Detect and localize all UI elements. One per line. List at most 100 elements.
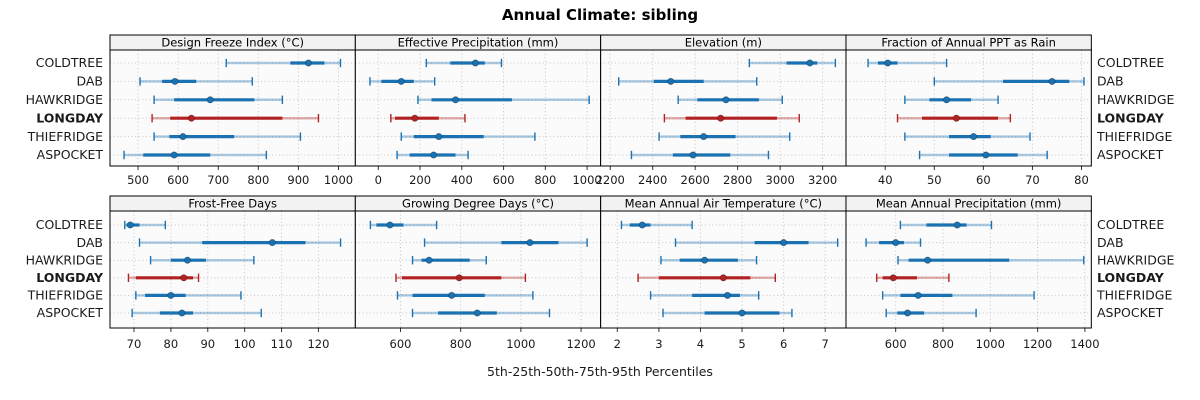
site-label-right-aspocket: ASPOCKET xyxy=(1097,305,1164,320)
site-label-left-coldtree: COLDTREE xyxy=(36,55,103,70)
panel-header-label: Mean Annual Air Temperature (°C) xyxy=(625,197,822,211)
series-aspocket xyxy=(131,308,262,318)
series-dab xyxy=(138,238,342,247)
tick-label: 0 xyxy=(375,173,382,187)
site-label-left-coldtree: COLDTREE xyxy=(36,217,103,232)
median-dot xyxy=(952,114,960,122)
panel-header-label: Fraction of Annual PPT as Rain xyxy=(881,36,1055,50)
median-dot xyxy=(780,239,788,247)
median-dot xyxy=(386,221,394,229)
tick-label: 800 xyxy=(450,337,472,351)
site-label-right-coldtree: COLDTREE xyxy=(1097,217,1164,232)
panel-effective-precipitation-mm: 0 200 400 600 800 1000 Effective Precipitation… xyxy=(354,34,602,187)
site-label-left-thiefridge: THIEFRIDGE xyxy=(27,288,103,303)
tick-label: 1000 xyxy=(506,337,535,351)
series-longday xyxy=(637,273,777,282)
series-coldtree xyxy=(748,58,837,68)
median-dot xyxy=(806,59,814,67)
tick-label: 80 xyxy=(164,337,179,351)
panel-header xyxy=(845,195,1092,212)
series-dab xyxy=(423,238,588,247)
site-label-right-thiefridge: THIEFRIDGE xyxy=(1096,288,1172,303)
series-aspocket xyxy=(630,150,770,160)
tick-label: 120 xyxy=(307,337,329,351)
site-label-right-coldtree: COLDTREE xyxy=(1097,55,1164,70)
median-dot xyxy=(206,96,214,104)
site-label-right-dab: DAB xyxy=(1097,74,1124,89)
median-dot xyxy=(943,96,951,104)
median-dot xyxy=(723,291,732,299)
site-label-right-thiefridge: THIEFRIDGE xyxy=(1096,129,1172,144)
tick-label: 70 xyxy=(127,337,142,351)
series-aspocket xyxy=(396,150,469,160)
site-label-right-aspocket: ASPOCKET xyxy=(1097,147,1164,162)
median-dot xyxy=(719,274,727,282)
tick-label: 100 xyxy=(234,337,256,351)
series-coldtree xyxy=(425,58,503,68)
panel-header-label: Elevation (m) xyxy=(685,36,762,50)
site-label-left-longday: LONGDAY xyxy=(36,270,104,285)
series-thiefridge xyxy=(396,291,534,300)
median-dot xyxy=(700,133,708,141)
median-dot xyxy=(970,133,978,141)
tick-label: 500 xyxy=(127,173,149,187)
series-dab xyxy=(933,77,1085,86)
site-label-right-hawkridge: HAWKRIDGE xyxy=(1097,92,1175,107)
series-thiefridge xyxy=(400,132,536,141)
gridlines xyxy=(845,211,1092,332)
series-hawkridge xyxy=(417,95,590,104)
site-label-left-dab: DAB xyxy=(76,235,103,250)
median-dot xyxy=(526,239,534,247)
panel-mean-annual-precipitation-mm: 600 800 1000 1200 1400 Mean Annual Precipitat… xyxy=(845,195,1100,351)
panel-growing-degree-days-c: 600 800 1000 1200 Growing Degree Days (°C) xyxy=(354,195,602,351)
series-longday xyxy=(896,114,1012,123)
series-thiefridge xyxy=(135,291,242,300)
median-dot xyxy=(187,114,195,122)
site-label-right-longday: LONGDAY xyxy=(1097,110,1165,125)
tick-label: 400 xyxy=(451,173,473,187)
series-coldtree xyxy=(369,220,438,230)
median-dot xyxy=(435,133,443,141)
panel-header-label: Design Freeze Index (°C) xyxy=(161,36,304,50)
median-dot xyxy=(425,256,433,264)
median-dot xyxy=(455,274,463,282)
tick-label: 80 xyxy=(1074,173,1089,187)
tick-label: 200 xyxy=(409,173,431,187)
tick-label: 3200 xyxy=(808,173,837,187)
tick-label: 2800 xyxy=(723,173,752,187)
series-aspocket xyxy=(123,150,268,160)
tick-label: 6 xyxy=(780,337,787,351)
series-thiefridge xyxy=(658,132,791,141)
median-dot xyxy=(451,96,460,104)
series-longday xyxy=(663,114,800,123)
tick-label: 40 xyxy=(878,173,893,187)
series-thiefridge xyxy=(153,132,302,141)
tick-label: 5 xyxy=(738,337,745,351)
panel-header-label: Effective Precipitation (mm) xyxy=(398,36,559,50)
series-longday xyxy=(127,273,200,282)
median-dot xyxy=(638,221,646,229)
site-label-left-aspocket: ASPOCKET xyxy=(37,305,104,320)
tick-label: 2 xyxy=(614,337,621,351)
series-aspocket xyxy=(918,150,1048,160)
panel-frost-free-days: 70 80 90 100 110 120 Frost-Free Days xyxy=(109,195,356,351)
tick-label: 600 xyxy=(885,337,907,351)
tick-label: 2600 xyxy=(681,173,710,187)
tick-label: 2400 xyxy=(638,173,667,187)
panel-header-label: Mean Annual Precipitation (mm) xyxy=(876,197,1062,211)
median-dot xyxy=(304,59,312,67)
panel-header-label: Growing Degree Days (°C) xyxy=(402,197,554,211)
median-dot xyxy=(171,77,179,85)
tick-label: 800 xyxy=(247,173,269,187)
median-dot xyxy=(397,77,405,85)
median-dot xyxy=(982,151,990,159)
series-thiefridge xyxy=(904,132,1031,141)
median-dot xyxy=(178,309,186,317)
tick-label: 700 xyxy=(207,173,229,187)
series-hawkridge xyxy=(897,256,1085,265)
site-label-left-dab: DAB xyxy=(76,74,103,89)
median-dot xyxy=(701,256,709,264)
panel-fraction-of-annual-ppt-as-rain: 40 50 60 70 80 Fraction of Annual PPT as Rain xyxy=(845,34,1092,187)
tick-label: 800 xyxy=(932,337,954,351)
series-coldtree xyxy=(620,220,693,230)
